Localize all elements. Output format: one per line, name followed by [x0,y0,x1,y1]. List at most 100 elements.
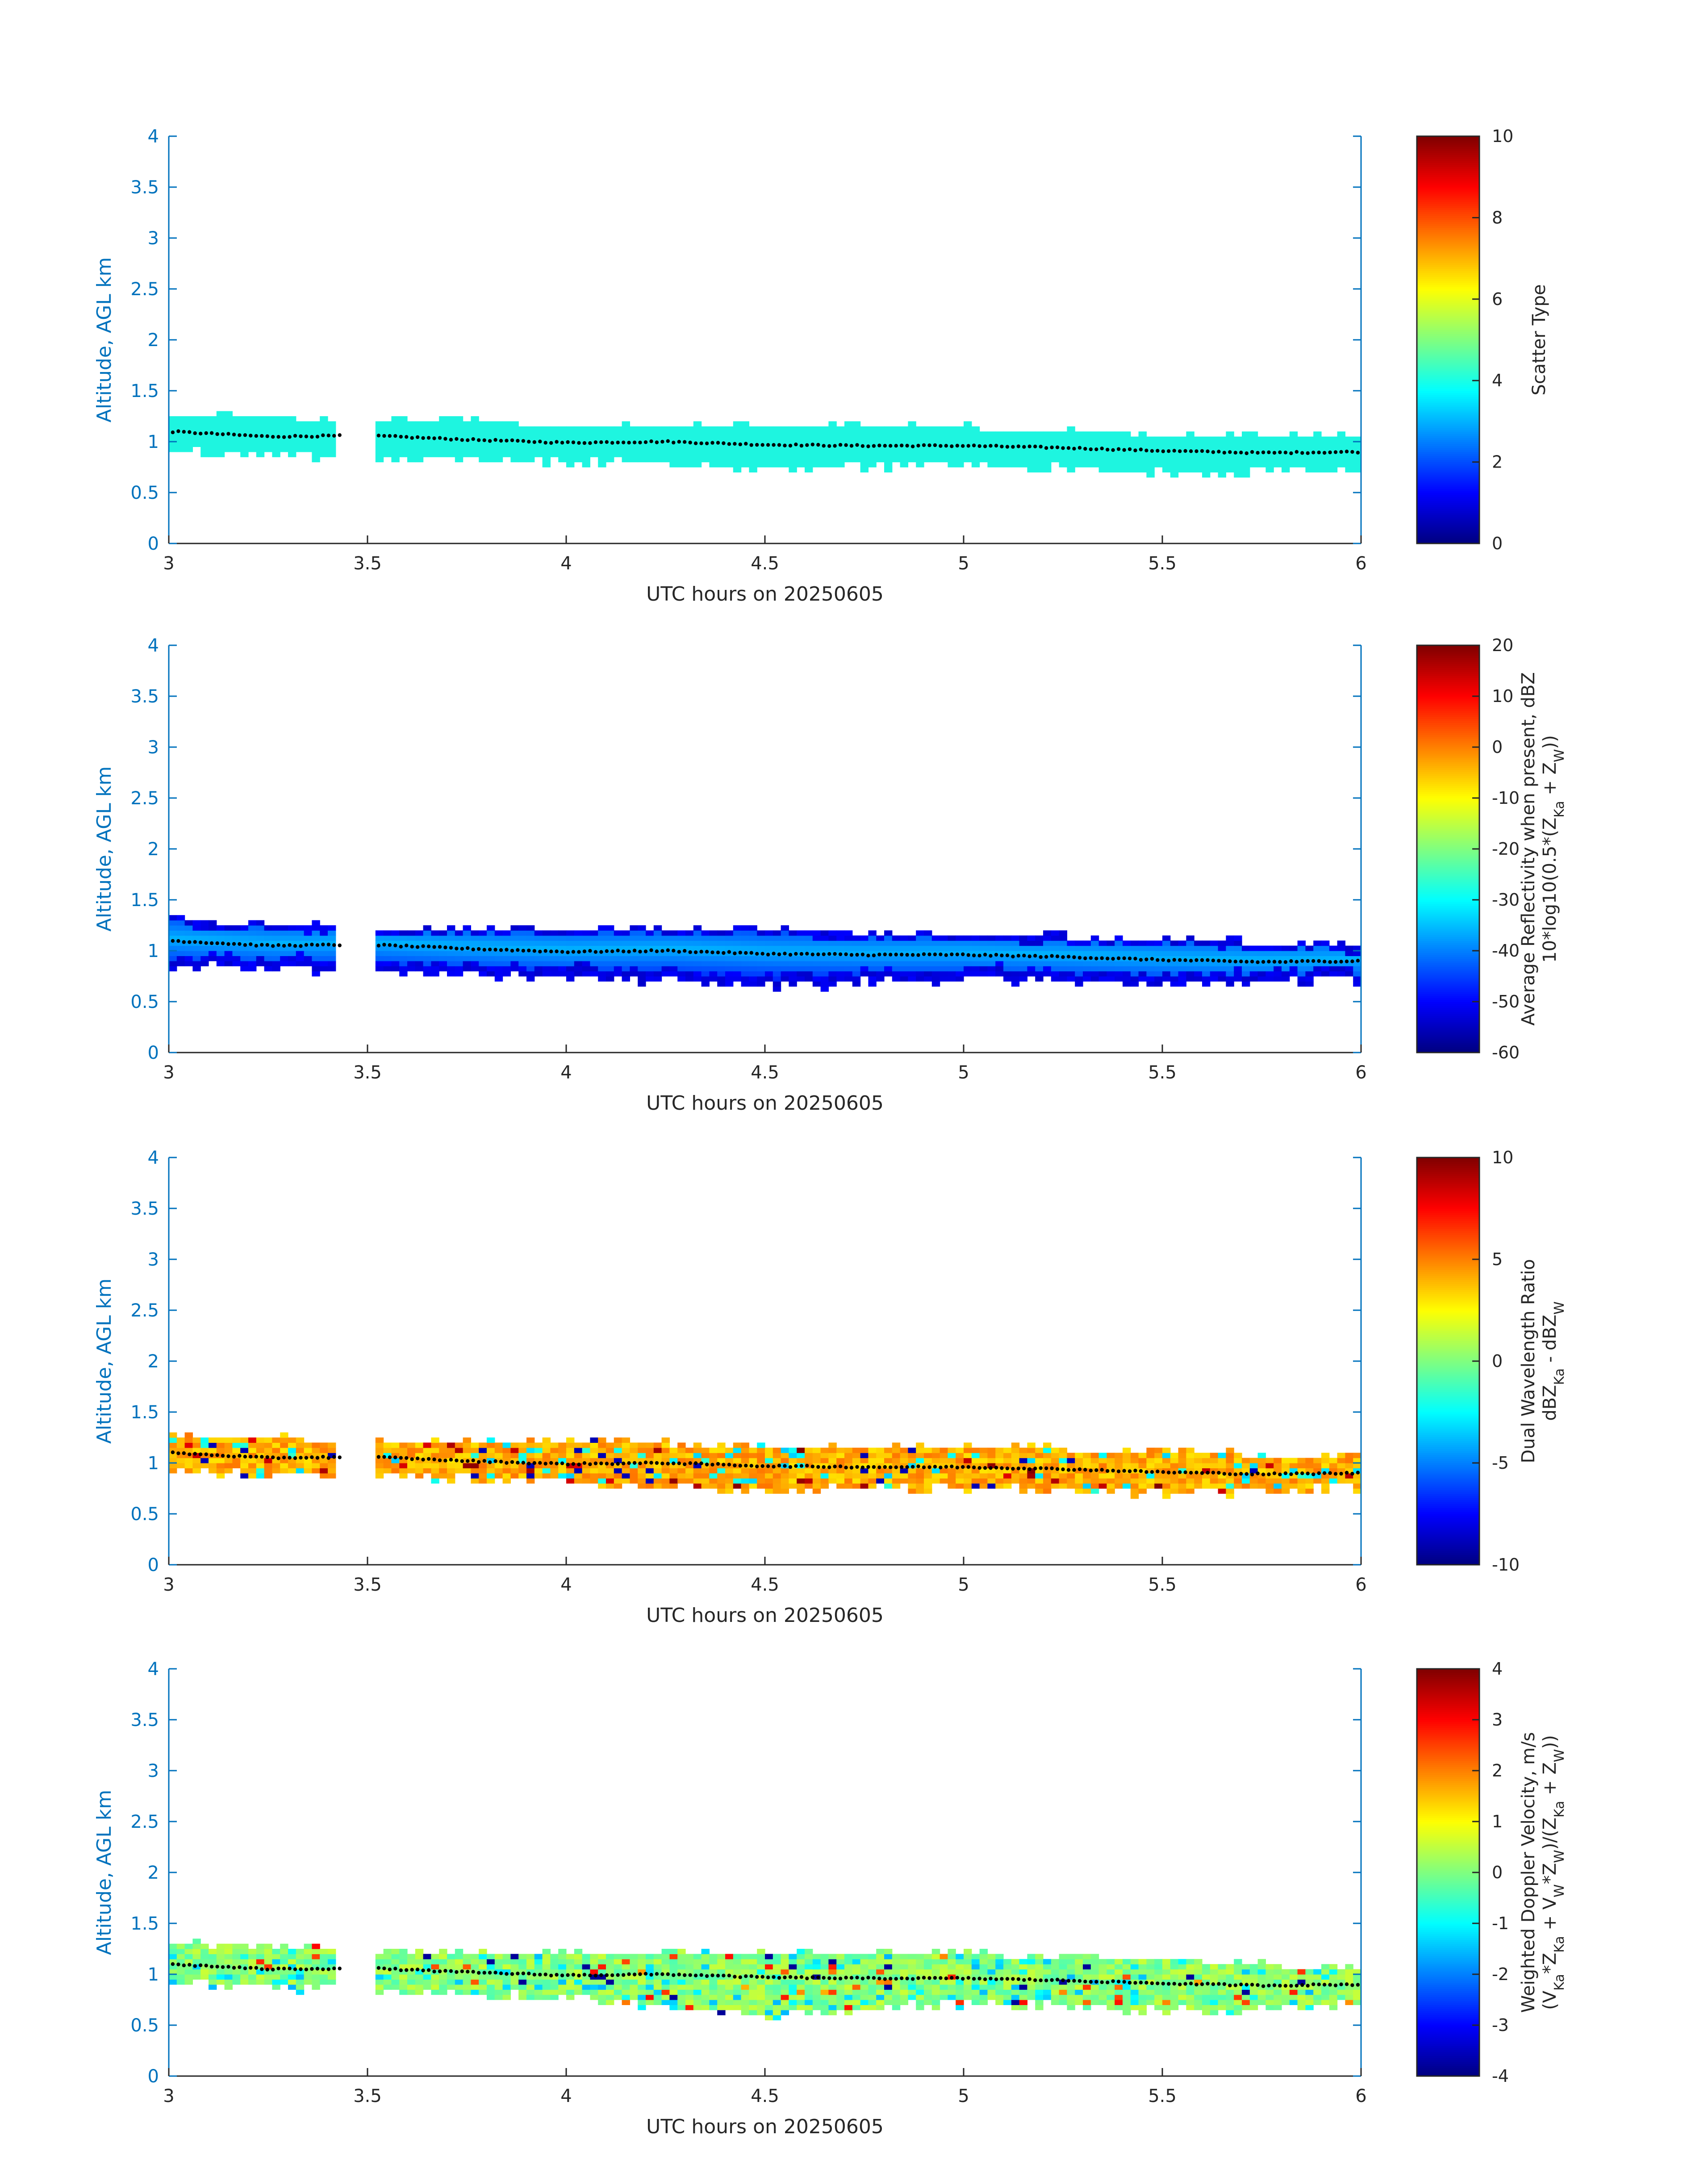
heatmap-cell [423,935,431,941]
heatmap-cell [884,935,893,941]
heatmap-cell [391,1442,400,1448]
heatmap-cell [479,1463,487,1468]
heatmap-cell [1321,436,1330,442]
heatmap-cell [884,940,893,946]
heatmap-cell [312,935,320,941]
heatmap-cell [828,436,837,442]
heatmap-cell [256,436,265,442]
colorbar-step [1417,647,1479,650]
heatmap-cell [1035,940,1044,946]
heatmap-cell [232,442,241,447]
heatmap-cell [812,1458,821,1463]
cloud-base-dot [577,441,581,445]
heatmap-cell [487,951,495,956]
heatmap-cell [1337,966,1345,972]
heatmap-cell [272,956,280,961]
heatmap-cell [216,935,225,941]
colorbar-step [1417,839,1479,841]
colorbar-step [1417,541,1479,544]
cloud-base-dot [221,941,225,945]
heatmap-cell [1154,1453,1163,1458]
heatmap-cell [701,457,710,463]
colorbar-step [1417,989,1479,992]
heatmap-cell [964,1468,972,1474]
heatmap-cell [582,940,590,946]
colorbar-step [1417,1471,1479,1474]
heatmap-cell [320,416,328,422]
heatmap-cell [884,930,893,936]
heatmap-cell [884,966,893,972]
heatmap-cell [296,421,305,427]
colorbar-step [1417,1290,1479,1292]
cloud-base-dot [588,1462,592,1467]
heatmap-cell [1194,1478,1203,1484]
heatmap-cell [931,451,940,457]
heatmap-cell [169,1458,177,1463]
heatmap-cell [669,447,678,452]
cloud-base-dot [905,1465,909,1469]
heatmap-cell [240,1473,249,1479]
heatmap-cell [463,956,471,961]
colorbar-step [1417,1371,1479,1374]
heatmap-cell [1178,1463,1186,1468]
heatmap-cell [1011,1473,1020,1479]
cloud-base-dot [1011,954,1015,959]
heatmap-cell [1019,1488,1027,1494]
heatmap-cell [630,935,638,941]
heatmap-cell [669,935,678,941]
heatmap-cell [1027,971,1036,977]
colorbar-step [1417,1504,1479,1506]
heatmap-cell [463,1447,471,1453]
colorbar-step [1417,881,1479,884]
heatmap-cell [948,935,956,941]
colorbar-step [1417,1194,1479,1197]
heatmap-cell [931,1468,940,1474]
heatmap-cell [1154,1473,1163,1479]
heatmap-cell [979,447,988,452]
cloud-base-dot [532,949,537,953]
heatmap-cell [1154,981,1163,987]
colorbar-step [1417,1196,1479,1199]
cloud-base-dot [900,443,904,447]
heatmap-cell [789,956,797,961]
heatmap-cell [264,1468,272,1474]
heatmap-cell [931,971,940,977]
heatmap-cell [805,436,813,442]
heatmap-cell [550,431,559,437]
cloud-base-dot [1233,960,1237,964]
cloud-base-dot [632,440,637,444]
cloud-base-dot [1356,451,1360,455]
heatmap-cell [375,1437,384,1443]
heatmap-cell [956,1458,964,1463]
heatmap-cell [502,1458,511,1463]
heatmap-cell [749,1473,757,1479]
heatmap-cell [805,1483,813,1489]
heatmap-cell [1035,431,1044,437]
heatmap-cell [606,431,614,437]
cloud-base-dot [182,1451,186,1455]
cloud-base-dot [282,1455,286,1459]
heatmap-cell [1146,976,1155,982]
heatmap-cell [296,1442,305,1448]
heatmap-cell [884,1453,893,1458]
cloud-base-dot [983,1466,987,1470]
heatmap-cell [1345,966,1353,972]
heatmap-cell [542,1437,551,1443]
heatmap-cell [725,1468,734,1474]
heatmap-cell [1123,945,1131,951]
heatmap-cell [614,1458,622,1463]
heatmap-cell [693,436,702,442]
x-tick-label: 4 [560,1575,572,1595]
heatmap-cell [447,940,455,946]
heatmap-cell [192,1437,201,1443]
cloud-base-dot [900,953,904,957]
heatmap-cell [1249,976,1258,982]
cloud-base-dot [1022,445,1026,449]
heatmap-cell [717,1468,726,1474]
heatmap-cell [375,1463,384,1468]
cloud-base-dot [376,1455,381,1459]
heatmap-cell [892,457,901,463]
heatmap-cell [1130,1488,1139,1494]
cloud-base-dot [1111,448,1115,452]
cloud-base-dot [521,949,526,953]
